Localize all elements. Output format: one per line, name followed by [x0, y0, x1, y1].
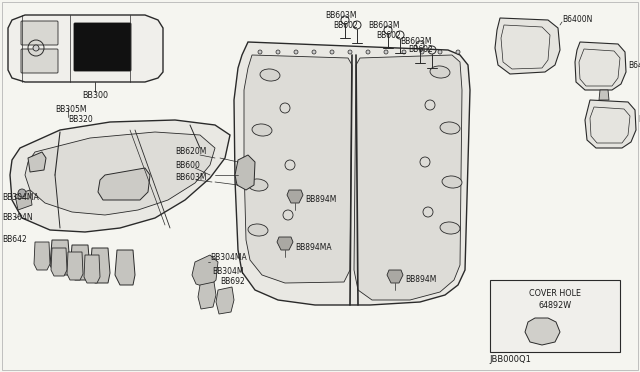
Text: BB894MA: BB894MA	[295, 243, 332, 251]
Text: B6400N: B6400N	[638, 115, 640, 125]
Polygon shape	[198, 282, 216, 309]
Polygon shape	[277, 237, 293, 250]
FancyBboxPatch shape	[21, 21, 58, 45]
Text: BB304MA: BB304MA	[2, 193, 39, 202]
Polygon shape	[10, 120, 230, 232]
Polygon shape	[28, 152, 46, 172]
Text: B6400NA: B6400NA	[628, 61, 640, 70]
Polygon shape	[25, 132, 215, 215]
FancyBboxPatch shape	[74, 23, 131, 71]
Text: BB304M: BB304M	[212, 267, 243, 276]
Text: COVER HOLE: COVER HOLE	[529, 289, 581, 298]
Ellipse shape	[442, 176, 462, 188]
Text: BB894M: BB894M	[405, 276, 436, 285]
Circle shape	[330, 50, 334, 54]
Text: BB894M: BB894M	[305, 196, 337, 205]
Ellipse shape	[260, 69, 280, 81]
Polygon shape	[354, 55, 462, 300]
Circle shape	[312, 50, 316, 54]
Polygon shape	[67, 252, 83, 280]
Ellipse shape	[248, 179, 268, 191]
Circle shape	[258, 50, 262, 54]
Text: BB304N: BB304N	[2, 214, 33, 222]
Text: BB320: BB320	[68, 115, 93, 125]
Text: BB600: BB600	[175, 160, 200, 170]
Polygon shape	[234, 42, 470, 305]
Text: BB300: BB300	[82, 92, 108, 100]
Polygon shape	[8, 15, 163, 82]
Text: B6400N: B6400N	[562, 16, 593, 25]
Text: BB304MA: BB304MA	[210, 253, 247, 263]
Ellipse shape	[440, 122, 460, 134]
Text: BB642: BB642	[2, 235, 27, 244]
Text: BB602: BB602	[333, 20, 358, 29]
Text: BB620M: BB620M	[175, 148, 206, 157]
Polygon shape	[387, 270, 403, 283]
Polygon shape	[287, 190, 303, 203]
Polygon shape	[90, 248, 110, 283]
Polygon shape	[599, 90, 609, 100]
Text: BB602: BB602	[408, 45, 433, 55]
Text: BB603M: BB603M	[400, 36, 431, 45]
Text: BB305M: BB305M	[55, 106, 86, 115]
Polygon shape	[84, 255, 100, 283]
Polygon shape	[51, 248, 67, 276]
Polygon shape	[192, 255, 218, 288]
Ellipse shape	[248, 224, 268, 236]
Bar	[490, 280, 620, 352]
Text: BB602: BB602	[376, 31, 401, 39]
Text: JBB000Q1: JBB000Q1	[489, 356, 531, 365]
Polygon shape	[115, 250, 135, 285]
Ellipse shape	[430, 66, 450, 78]
Circle shape	[456, 50, 460, 54]
Text: BB603M: BB603M	[368, 22, 399, 31]
Text: BB603M: BB603M	[175, 173, 207, 183]
Polygon shape	[34, 242, 50, 270]
FancyBboxPatch shape	[21, 49, 58, 73]
Circle shape	[294, 50, 298, 54]
Polygon shape	[575, 42, 626, 90]
Circle shape	[348, 50, 352, 54]
Text: BB692: BB692	[220, 278, 244, 286]
Polygon shape	[50, 240, 70, 275]
Text: 64892W: 64892W	[538, 301, 572, 311]
Polygon shape	[70, 245, 90, 280]
Circle shape	[420, 50, 424, 54]
Circle shape	[366, 50, 370, 54]
Polygon shape	[216, 287, 234, 314]
Polygon shape	[235, 155, 255, 190]
Circle shape	[384, 50, 388, 54]
Polygon shape	[495, 18, 560, 74]
Text: BB603M: BB603M	[325, 12, 356, 20]
Circle shape	[438, 50, 442, 54]
Circle shape	[18, 189, 26, 197]
Polygon shape	[244, 55, 352, 283]
Circle shape	[276, 50, 280, 54]
Polygon shape	[98, 168, 150, 200]
Polygon shape	[585, 100, 636, 148]
Circle shape	[402, 50, 406, 54]
Circle shape	[33, 45, 39, 51]
Ellipse shape	[252, 124, 272, 136]
Ellipse shape	[440, 222, 460, 234]
Polygon shape	[15, 190, 32, 210]
Polygon shape	[525, 318, 560, 345]
